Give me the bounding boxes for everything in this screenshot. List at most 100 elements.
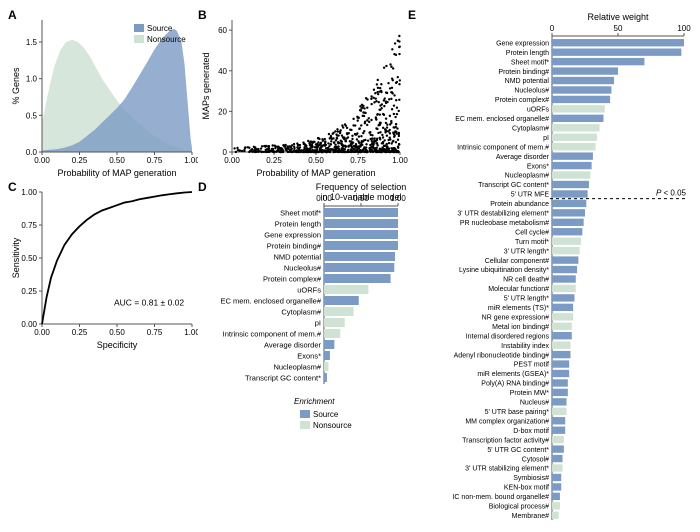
- bar: [324, 373, 327, 382]
- bar-label: Internal disordered regions: [466, 333, 550, 340]
- bar: [324, 340, 334, 349]
- bar: [552, 67, 618, 74]
- svg-text:0: 0: [550, 24, 555, 33]
- bar-label: Sheet motif*: [511, 59, 549, 66]
- svg-text:0.00: 0.00: [21, 320, 37, 329]
- panel-b: B 0.000.250.500.751.000204060Probability…: [198, 8, 408, 180]
- svg-text:1.00: 1.00: [21, 188, 37, 197]
- bar: [552, 266, 577, 273]
- svg-text:1.0: 1.0: [26, 75, 38, 84]
- panel-label-e: E: [408, 8, 416, 22]
- bar-label: Transcript GC content*: [478, 182, 549, 189]
- bar: [552, 171, 590, 178]
- y-axis-label: % Genes: [11, 67, 21, 105]
- bar-label: Metal ion binding#: [492, 324, 549, 331]
- legend-label-source: Source: [313, 410, 339, 419]
- bar: [324, 219, 398, 228]
- bar: [552, 39, 684, 46]
- bar-label: Average disorder: [496, 154, 550, 161]
- bar: [552, 455, 563, 462]
- bar: [552, 86, 611, 93]
- bar-label: Nucleolus#: [284, 264, 322, 273]
- bar: [552, 134, 597, 141]
- bar: [552, 105, 605, 112]
- bar: [324, 263, 394, 272]
- svg-text:0.50: 0.50: [109, 328, 125, 337]
- bar: [552, 360, 569, 367]
- bar: [552, 190, 588, 197]
- panel-c: C 0.000.250.500.751.000.000.250.500.751.…: [8, 180, 198, 352]
- bar: [552, 285, 576, 292]
- bar: [552, 408, 567, 415]
- bar-label: Protein length: [275, 220, 321, 229]
- bar: [552, 436, 564, 443]
- bar: [552, 115, 603, 122]
- bar: [552, 474, 561, 481]
- bar-label: NR gene expression#: [482, 314, 549, 321]
- bar-label: Protein length: [506, 50, 549, 57]
- bar: [552, 209, 585, 216]
- x-axis-label: Specificity: [97, 340, 138, 350]
- bar: [552, 323, 572, 330]
- x-axis-label-line2: in 10-variable model: [320, 192, 401, 202]
- bar: [552, 304, 573, 311]
- svg-text:0.50: 0.50: [308, 156, 324, 165]
- bar: [324, 307, 354, 316]
- svg-text:0.75: 0.75: [350, 156, 366, 165]
- bar-label: 3' UTR destabilizing element*: [457, 211, 549, 218]
- bar: [324, 362, 328, 371]
- bar-label: Transcript GC content*: [245, 374, 321, 383]
- bar-label: Cellular component#: [485, 258, 549, 265]
- bar: [324, 296, 359, 305]
- bar: [552, 341, 570, 348]
- bar: [552, 124, 600, 131]
- bar: [552, 228, 582, 235]
- auc-text: AUC = 0.81 ± 0.02: [114, 298, 184, 308]
- bar: [552, 417, 565, 424]
- bar-label: 3' UTR stabilizing element*: [465, 466, 549, 473]
- figure: A 0.000.250.500.751.000.00.51.01.5Probab…: [8, 8, 692, 524]
- bar: [552, 483, 561, 490]
- svg-text:0.50: 0.50: [21, 254, 37, 263]
- bar: [552, 96, 610, 103]
- bar-label: Protein complex#: [495, 97, 549, 104]
- bar-label: 5' UTR base pairing*: [485, 409, 550, 416]
- bar: [552, 200, 586, 207]
- bar-label: Poly(A) RNA binding#: [481, 381, 549, 388]
- bar: [552, 247, 580, 254]
- bar: [552, 493, 560, 500]
- bar-label: NR cell death#: [503, 277, 549, 284]
- bar: [552, 294, 574, 301]
- bar-label: Intrinsic component of mem.#: [223, 330, 322, 339]
- svg-text:0.25: 0.25: [266, 156, 282, 165]
- bar: [324, 252, 395, 261]
- x-axis-label-line1: Frequency of selection: [316, 182, 407, 192]
- svg-text:0.00: 0.00: [224, 156, 240, 165]
- legend-label-nonsource: Nonsource: [147, 35, 186, 44]
- bar-label: KEN-box motif: [504, 485, 549, 492]
- bar-label: pI: [543, 135, 549, 142]
- bar-label: miR elements (TS)*: [488, 305, 549, 312]
- bar-label: EC mem. enclosed organelle#: [221, 297, 322, 306]
- bar-label: Cytoplasm#: [512, 125, 549, 132]
- bar: [324, 329, 340, 338]
- bar-label: Protein binding#: [498, 69, 549, 76]
- panel-label-b: B: [198, 8, 207, 22]
- bar: [552, 379, 568, 386]
- bar: [552, 389, 568, 396]
- bar-label: Nucleus#: [520, 400, 549, 407]
- bar: [552, 162, 592, 169]
- bar: [552, 152, 593, 159]
- bar: [552, 502, 560, 509]
- bar: [324, 318, 345, 327]
- legend-label-source: Source: [147, 24, 173, 33]
- bar-label: PR nucleobase metabolism#: [460, 220, 549, 227]
- bar: [552, 351, 570, 358]
- bar: [552, 48, 681, 55]
- svg-text:1.00: 1.00: [184, 328, 198, 337]
- bar: [324, 208, 398, 217]
- bar-label: Cell cycle#: [515, 229, 549, 236]
- bar-label: Intrinsic component of mem.#: [457, 144, 549, 151]
- svg-text:0.50: 0.50: [109, 156, 125, 165]
- bar-label: pI: [315, 319, 321, 328]
